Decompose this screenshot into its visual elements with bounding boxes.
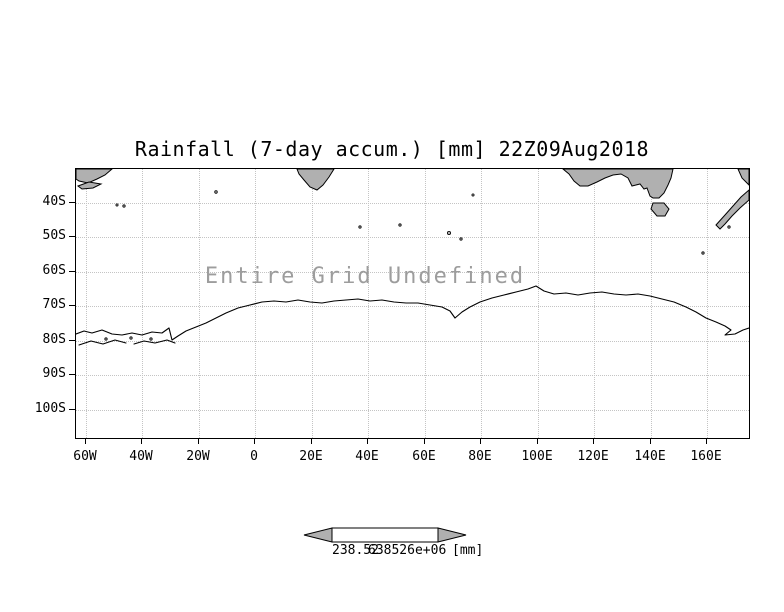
land-new-zealand-north — [737, 169, 749, 186]
x-axis-label: 40W — [129, 449, 153, 464]
y-axis-label: 50S — [42, 228, 66, 243]
y-axis-label: 80S — [42, 332, 66, 347]
island — [471, 193, 475, 197]
y-axis-label: 90S — [42, 366, 66, 381]
gridline-v — [594, 169, 595, 438]
island — [727, 225, 731, 229]
gridline-v — [481, 169, 482, 438]
colorbar-left-arrow — [303, 527, 333, 543]
x-tick-mark — [254, 438, 255, 444]
x-tick-mark — [367, 438, 368, 444]
x-tick-mark — [85, 438, 86, 444]
y-tick-mark — [69, 409, 75, 410]
gridline-h — [76, 375, 749, 376]
x-axis-label: 100E — [521, 449, 553, 464]
x-axis-label: 60W — [73, 449, 97, 464]
x-axis-label: 40E — [355, 449, 379, 464]
gridline-v — [199, 169, 200, 438]
x-tick-mark — [311, 438, 312, 444]
y-tick-mark — [69, 202, 75, 203]
x-axis-label: 160E — [690, 449, 722, 464]
x-tick-mark — [593, 438, 594, 444]
y-axis-label: 60S — [42, 263, 66, 278]
island — [104, 337, 108, 341]
x-tick-mark — [706, 438, 707, 444]
colorbar-units-label: [mm] — [452, 543, 484, 558]
land-australia — [562, 169, 674, 199]
gridline-h — [76, 237, 749, 238]
x-tick-mark — [424, 438, 425, 444]
y-tick-mark — [69, 305, 75, 306]
x-tick-mark — [650, 438, 651, 444]
island — [214, 190, 218, 194]
land-tasmania — [650, 202, 670, 217]
land-tierra-del-fuego — [76, 181, 103, 190]
gridline-v — [86, 169, 87, 438]
gridline-h — [76, 203, 749, 204]
map-coastlines — [76, 169, 749, 346]
y-tick-mark — [69, 271, 75, 272]
map-frame — [75, 168, 750, 439]
gridline-v — [538, 169, 539, 438]
x-axis-label: 20W — [186, 449, 210, 464]
gridline-v — [312, 169, 313, 438]
antarctica-coastline — [76, 285, 749, 341]
colorbar — [303, 527, 467, 543]
gridline-h — [76, 410, 749, 411]
y-axis-label: 70S — [42, 297, 66, 312]
x-axis-label: 0 — [250, 449, 258, 464]
y-tick-mark — [69, 374, 75, 375]
island — [129, 336, 133, 340]
x-tick-mark — [198, 438, 199, 444]
antarctic-peninsula-islands — [133, 339, 176, 345]
gridline-v — [425, 169, 426, 438]
island — [398, 223, 402, 227]
gridline-v — [707, 169, 708, 438]
colorbar-segment — [331, 527, 439, 543]
land-africa-tip — [296, 169, 335, 191]
x-axis-label: 140E — [634, 449, 666, 464]
y-axis-label: 100S — [34, 401, 66, 416]
island — [358, 225, 362, 229]
gridline-h — [76, 272, 749, 273]
gridline-v — [368, 169, 369, 438]
x-axis-label: 20E — [299, 449, 323, 464]
colorbar-min-label: 238.52 — [332, 543, 379, 558]
island — [701, 251, 705, 255]
y-tick-mark — [69, 236, 75, 237]
plot-title: Rainfall (7-day accum.) [mm] 22Z09Aug201… — [134, 137, 650, 161]
x-axis-label: 80E — [468, 449, 492, 464]
x-tick-mark — [141, 438, 142, 444]
gridline-v — [651, 169, 652, 438]
y-axis-label: 40S — [42, 194, 66, 209]
island — [115, 203, 119, 207]
gridline-h — [76, 306, 749, 307]
colorbar-max-label: 638526e+06 — [368, 543, 447, 558]
island — [446, 231, 451, 236]
colorbar-right-arrow — [437, 527, 467, 543]
y-tick-mark — [69, 340, 75, 341]
island — [122, 204, 126, 208]
island — [149, 337, 153, 341]
island — [459, 237, 463, 241]
x-axis-label: 120E — [577, 449, 609, 464]
x-axis-label: 60E — [412, 449, 436, 464]
gridline-v — [142, 169, 143, 438]
gridline-h — [76, 341, 749, 342]
land-new-zealand-south — [715, 189, 749, 230]
land-south-america-tip — [76, 169, 113, 184]
grid-undefined-message: Entire Grid Undefined — [204, 264, 526, 289]
x-tick-mark — [537, 438, 538, 444]
antarctic-peninsula-islands — [78, 339, 127, 346]
x-tick-mark — [480, 438, 481, 444]
